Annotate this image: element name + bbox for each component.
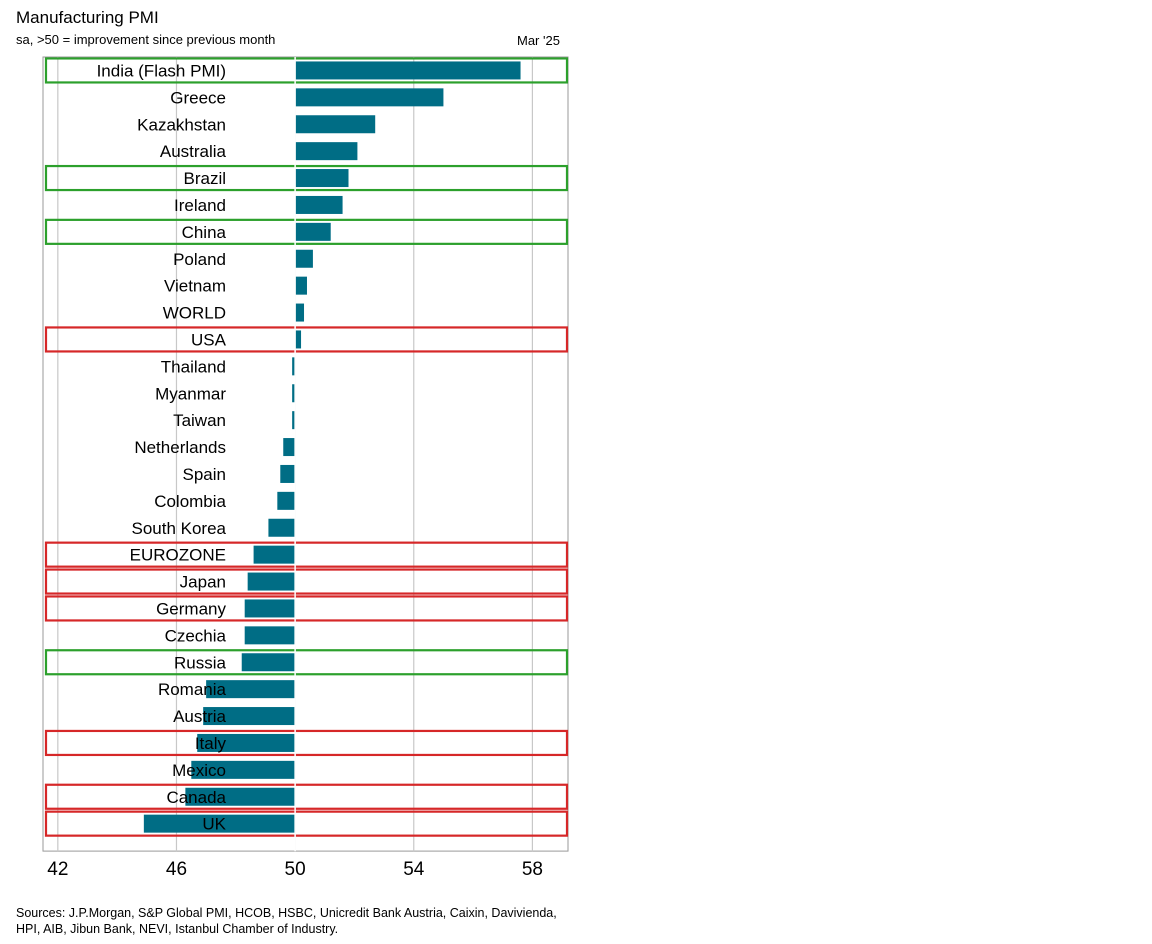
bar xyxy=(295,222,331,241)
bar xyxy=(295,276,307,295)
highlight-box-red xyxy=(44,595,569,622)
category-label: Spain xyxy=(183,465,226,484)
highlight-box-red xyxy=(44,568,569,595)
highlight-box-red xyxy=(44,326,569,353)
category-label: Vietnam xyxy=(164,277,226,296)
bar xyxy=(197,733,296,752)
category-label: Netherlands xyxy=(134,438,226,457)
bar xyxy=(295,115,376,134)
category-label: Thailand xyxy=(161,357,226,376)
bar xyxy=(191,760,296,779)
category-label: Australia xyxy=(160,142,227,161)
x-tick-label: 58 xyxy=(522,859,543,880)
bar xyxy=(295,169,349,188)
bar xyxy=(292,411,296,430)
bar xyxy=(283,438,296,457)
category-label: Romania xyxy=(158,680,227,699)
category-label: Greece xyxy=(170,88,226,107)
category-label: Austria xyxy=(173,707,226,726)
bar xyxy=(295,330,302,349)
category-label: Brazil xyxy=(183,169,226,188)
bar xyxy=(280,464,296,483)
bar xyxy=(295,195,343,214)
category-label: EUROZONE xyxy=(130,546,226,565)
x-tick-label: 46 xyxy=(166,859,187,880)
highlight-box-green xyxy=(44,164,569,192)
pmi-bar-chart: India (Flash PMI) Greece Kazakhstan Austral… xyxy=(42,56,569,880)
category-label: Kazakhstan xyxy=(137,115,226,134)
bar xyxy=(295,303,305,322)
highlight-box-red xyxy=(44,810,569,837)
category-label: Poland xyxy=(173,250,226,269)
category-label: Colombia xyxy=(154,492,226,511)
highlight-box-red xyxy=(44,783,569,810)
bar xyxy=(295,142,358,161)
category-label: Italy xyxy=(195,734,227,753)
category-label: USA xyxy=(191,330,227,349)
category-label: Germany xyxy=(156,599,226,618)
highlight-box-green xyxy=(44,57,569,84)
category-label: South Korea xyxy=(131,519,226,538)
x-tick-label: 54 xyxy=(403,859,425,880)
period-label: Mar '25 xyxy=(517,33,560,48)
bar xyxy=(203,707,296,726)
category-label: WORLD xyxy=(163,304,226,323)
category-label: Mexico xyxy=(172,761,226,780)
bar xyxy=(241,653,296,672)
x-tick-label: 50 xyxy=(285,859,306,880)
chart-subtitle: sa, >50 = improvement since previous mon… xyxy=(16,32,276,47)
category-label: India (Flash PMI) xyxy=(97,61,226,80)
highlight-box-red xyxy=(44,729,569,757)
category-label: Ireland xyxy=(174,196,226,215)
category-label: Canada xyxy=(166,788,226,807)
category-label: Taiwan xyxy=(173,411,226,430)
bar xyxy=(244,599,296,618)
bar xyxy=(292,384,296,403)
bar xyxy=(295,88,444,107)
bar xyxy=(277,491,296,510)
category-label: UK xyxy=(202,815,226,834)
bar xyxy=(295,249,313,268)
highlight-box-green xyxy=(44,218,569,245)
bar xyxy=(295,61,521,80)
bar xyxy=(247,572,296,591)
bar xyxy=(185,787,296,806)
category-label: Russia xyxy=(174,653,227,672)
category-label: Myanmar xyxy=(155,384,226,403)
x-tick-label: 42 xyxy=(47,859,68,880)
bar xyxy=(143,814,296,833)
category-label: Japan xyxy=(180,573,226,592)
bar xyxy=(292,357,296,376)
plot-frame xyxy=(42,56,569,852)
category-label: Czechia xyxy=(165,626,227,645)
bar xyxy=(268,518,296,537)
chart-title: Manufacturing PMI xyxy=(16,8,159,27)
highlight-box-green xyxy=(44,649,569,676)
highlight-box-red xyxy=(44,541,569,568)
bar xyxy=(206,680,296,699)
sources-note: Sources: J.P.Morgan, S&P Global PMI, HCO… xyxy=(16,906,557,936)
bar xyxy=(244,626,296,645)
bar xyxy=(253,545,296,564)
category-label: China xyxy=(182,223,227,242)
